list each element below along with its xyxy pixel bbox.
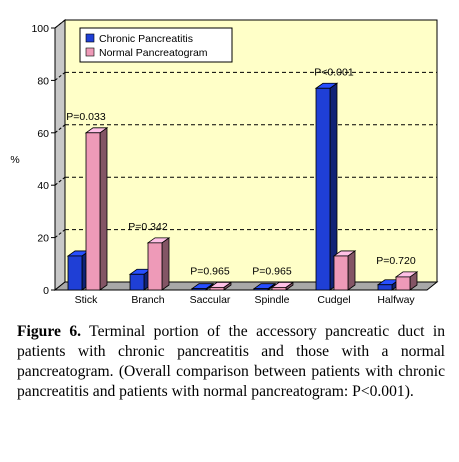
bar [315,87,331,291]
gridline-diagonal [54,176,66,186]
legend-label: Chronic Pancreatitis [99,33,193,45]
bar [271,286,287,291]
bar-side [347,250,356,291]
p-value-label: P<0.001 [314,66,354,78]
p-value-label: P=0.965 [190,265,230,277]
gridline-diagonal [54,124,66,134]
p-value-label: P=0.965 [252,265,292,277]
y-tick-label: 80 [37,75,49,87]
legend-swatch [85,47,95,57]
bar [67,255,83,291]
bar-side [99,127,108,291]
bar-chart: 0 20 40 60 80 100% Stick P=0.033 Branch P=0.342 Sa… [10,18,439,306]
y-axis-label: % [10,154,19,166]
p-value-label: P=0.033 [66,111,106,123]
gridline-diagonal [54,72,66,81]
bar [253,288,269,291]
legend [79,27,233,63]
x-tick-label: Branch [131,294,164,306]
y-tick-label: 100 [31,23,49,35]
y-tick-label: 0 [43,285,49,297]
x-tick-label: Halfway [377,294,415,306]
bar [129,273,145,291]
gridline-diagonal [54,229,66,238]
p-value-label: P=0.342 [128,221,168,233]
caption-text: Terminal portion of the accessory pancre… [17,323,446,400]
bar [85,132,101,291]
x-tick-label: Spindle [254,294,289,306]
legend-label: Normal Pancreatogram [99,47,208,59]
figure-caption: Figure 6. Terminal portion of the access… [17,322,445,402]
bar [333,255,349,291]
y-tick-label: 20 [37,233,49,245]
x-tick-label: Stick [75,294,99,306]
bar [377,284,393,291]
y-tick-label: 60 [37,128,49,140]
x-tick-label: Cudgel [317,294,350,306]
y-tick-label: 40 [37,180,49,192]
legend-swatch [85,33,95,43]
gridline-diagonal [54,19,66,29]
bar [395,276,411,291]
p-value-label: P=0.720 [376,255,416,267]
x-tick-label: Saccular [190,294,231,306]
bar [147,242,163,291]
bar-side [161,237,170,291]
bar [191,288,207,291]
plot-left-wall [54,18,66,292]
caption-label: Figure 6. [17,323,82,340]
bar [209,286,225,291]
